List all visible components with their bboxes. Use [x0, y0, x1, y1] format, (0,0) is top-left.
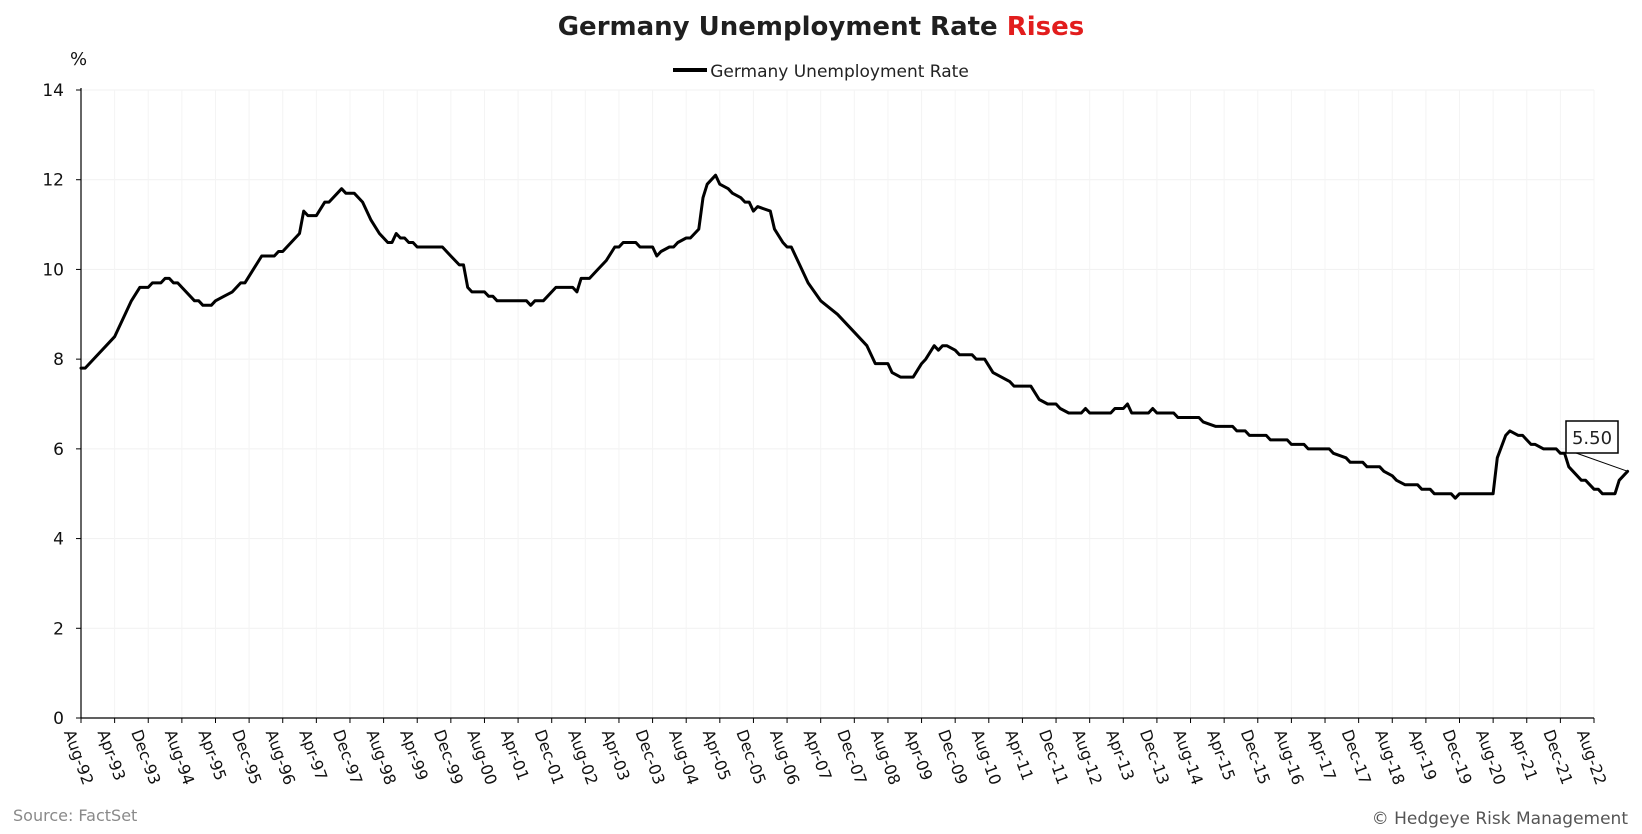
x-tick-label: Aug-16 [1270, 727, 1307, 787]
x-tick-label: Aug-94 [161, 727, 198, 787]
x-tick-label: Dec-95 [228, 727, 265, 787]
x-tick-label: Apr-19 [1405, 727, 1441, 783]
x-tick-label: Apr-17 [1304, 727, 1340, 783]
x-tick-label: Apr-93 [94, 727, 130, 783]
x-tick-label: Aug-00 [463, 727, 500, 787]
x-tick-label: Aug-92 [60, 727, 97, 787]
x-tick-label: Dec-17 [1338, 727, 1375, 787]
x-tick-label: Apr-99 [396, 727, 432, 783]
x-tick-label: Aug-06 [766, 727, 803, 787]
x-tick-label: Apr-15 [1203, 727, 1239, 783]
x-tick-label: Apr-95 [194, 727, 230, 783]
y-tick-label: 0 [53, 709, 64, 729]
x-tick-label: Aug-02 [564, 727, 601, 787]
source-note: Source: FactSet [13, 806, 137, 825]
y-tick-label: 10 [42, 260, 64, 280]
y-tick-label: 12 [42, 171, 64, 191]
x-tick-label: Dec-19 [1438, 727, 1475, 787]
x-tick-label: Aug-14 [1169, 727, 1206, 787]
x-tick-label: Dec-09 [934, 727, 971, 787]
x-tick-label: Dec-03 [632, 727, 669, 787]
x-tick-label: Aug-22 [1573, 727, 1610, 787]
y-tick-label: 8 [53, 350, 64, 370]
x-tick-label: Dec-99 [430, 727, 467, 787]
x-tick-label: Dec-93 [127, 727, 164, 787]
x-tick-label: Dec-97 [329, 727, 366, 787]
x-tick-label: Apr-97 [295, 727, 331, 783]
x-tick-label: Aug-96 [262, 727, 299, 787]
x-tick-label: Dec-05 [732, 727, 769, 787]
x-tick-label: Dec-15 [1237, 727, 1274, 787]
copyright-note: © Hedgeye Risk Management [1372, 809, 1628, 829]
x-tick-label: Aug-20 [1472, 727, 1509, 787]
x-tick-label: Apr-09 [901, 727, 937, 783]
y-tick-label: 4 [53, 530, 64, 550]
x-tick-label: Apr-07 [800, 727, 836, 783]
last-value-label: 5.50 [1572, 428, 1612, 449]
x-tick-label: Aug-04 [665, 727, 702, 787]
x-tick-label: Aug-98 [363, 727, 400, 787]
x-tick-label: Apr-03 [598, 727, 634, 783]
x-tick-label: Aug-08 [867, 727, 904, 787]
last-value-connector [1576, 453, 1628, 471]
x-tick-label: Dec-21 [1539, 727, 1576, 787]
x-tick-label: Apr-21 [1506, 727, 1542, 783]
y-axis-unit-label: % [70, 49, 87, 70]
x-tick-label: Aug-12 [1069, 727, 1106, 787]
x-tick-label: Aug-18 [1371, 727, 1408, 787]
x-tick-label: Dec-13 [1136, 727, 1173, 787]
x-tick-label: Apr-13 [1102, 727, 1138, 783]
y-tick-label: 2 [53, 619, 64, 639]
x-tick-label: Dec-01 [531, 727, 568, 787]
y-tick-label: 14 [42, 81, 64, 101]
x-tick-label: Apr-05 [699, 727, 735, 783]
x-tick-label: Dec-07 [833, 727, 870, 787]
x-tick-label: Apr-11 [1001, 727, 1037, 783]
x-tick-label: Apr-01 [497, 727, 533, 783]
x-tick-label: Dec-11 [1035, 727, 1072, 787]
x-tick-label: Aug-10 [968, 727, 1005, 787]
y-tick-label: 6 [53, 440, 64, 460]
